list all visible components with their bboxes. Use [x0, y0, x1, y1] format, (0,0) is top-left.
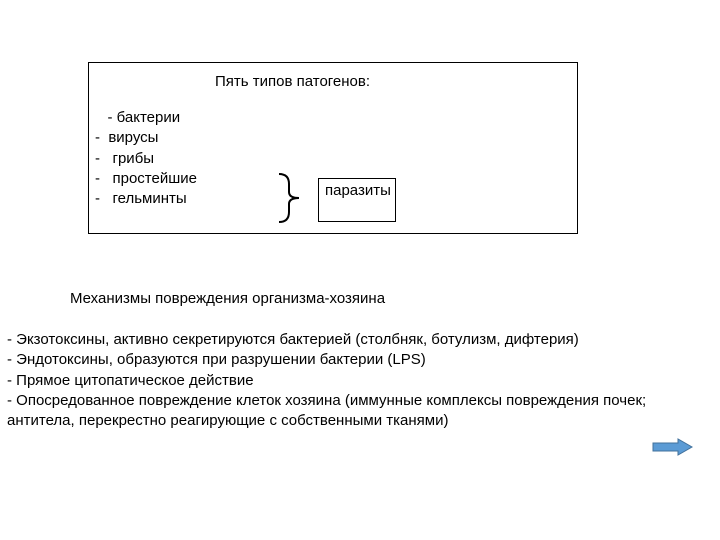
mechanism-line: - Прямое цитопатическое действие [7, 371, 707, 391]
mechanisms-title: Механизмы повреждения организма-хозяина [70, 290, 385, 307]
list-item: - грибы [95, 149, 567, 169]
box-title: Пять типов патогенов: [215, 73, 567, 90]
curly-bracket-icon [275, 172, 311, 224]
arrow-right-icon [652, 438, 694, 456]
mechanism-line: - Опосредованное повреждение клеток хозя… [7, 391, 707, 432]
parasite-box: паразиты [318, 178, 396, 222]
mechanism-line: - Экзотоксины, активно секретируются бак… [7, 330, 707, 350]
mechanisms-body: - Экзотоксины, активно секретируются бак… [7, 330, 707, 431]
list-item: - вирусы [95, 128, 567, 148]
parasite-label: паразиты [325, 182, 391, 199]
arrow-shape [653, 439, 692, 455]
mechanism-line: - Эндотоксины, образуются при разрушении… [7, 350, 707, 370]
list-item: - бактерии [95, 108, 567, 128]
